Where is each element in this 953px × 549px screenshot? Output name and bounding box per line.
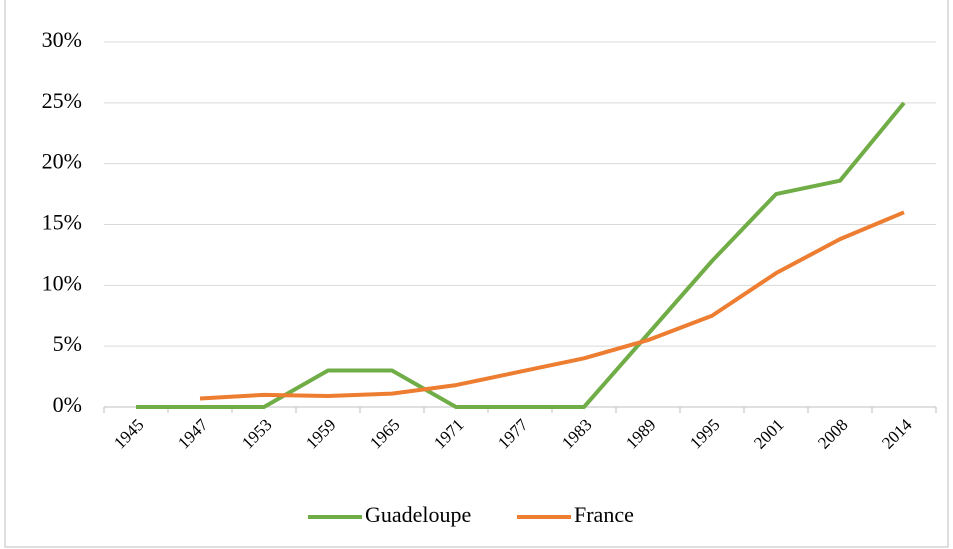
series-line — [199, 210, 905, 401]
x-tick-label: 1995 — [686, 415, 723, 452]
x-tick-label: 1971 — [430, 415, 467, 452]
x-tick-label: 1945 — [110, 415, 147, 452]
chart-frame — [4, 0, 949, 548]
x-tick-label: 1977 — [494, 415, 532, 453]
x-tick-label: 1965 — [366, 415, 403, 452]
x-tick-label: 2001 — [750, 415, 787, 452]
y-tick-label: 15% — [42, 210, 82, 235]
y-tick-label: 20% — [42, 149, 82, 174]
x-tick-label: 2008 — [814, 415, 851, 452]
series-line — [136, 101, 906, 409]
x-tick-label: 1959 — [302, 415, 339, 452]
x-tick-label: 1989 — [622, 415, 659, 452]
x-tick-label: 2014 — [878, 415, 916, 453]
y-tick-label: 30% — [42, 27, 82, 52]
y-tick-label: 0% — [53, 392, 82, 417]
y-tick-label: 25% — [42, 88, 82, 113]
legend-label: France — [574, 502, 634, 527]
legend-label: Guadeloupe — [365, 502, 471, 527]
x-tick-label: 1983 — [558, 415, 595, 452]
y-tick-label: 10% — [42, 270, 82, 295]
y-tick-label: 5% — [53, 331, 82, 356]
x-tick-label: 1947 — [174, 415, 212, 453]
x-tick-label: 1953 — [238, 415, 275, 452]
